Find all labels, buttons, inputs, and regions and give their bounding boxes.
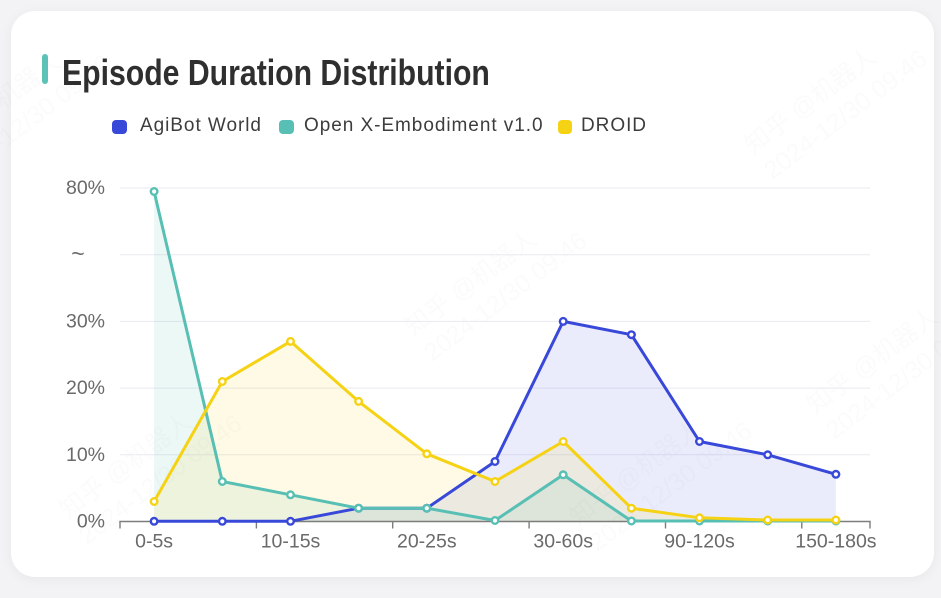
svg-text:30-60s: 30-60s: [533, 531, 593, 553]
svg-text:0-5s: 0-5s: [135, 531, 173, 553]
svg-text:0%: 0%: [77, 511, 105, 533]
svg-text:10-15s: 10-15s: [261, 531, 321, 553]
svg-text:80%: 80%: [66, 177, 105, 199]
svg-text:10%: 10%: [66, 444, 105, 466]
svg-text:30%: 30%: [66, 310, 105, 332]
svg-text:90-120s: 90-120s: [664, 531, 735, 553]
svg-text:~: ~: [71, 241, 84, 267]
svg-text:20-25s: 20-25s: [397, 531, 457, 553]
svg-text:150-180s: 150-180s: [795, 531, 877, 553]
svg-text:20%: 20%: [66, 377, 105, 399]
